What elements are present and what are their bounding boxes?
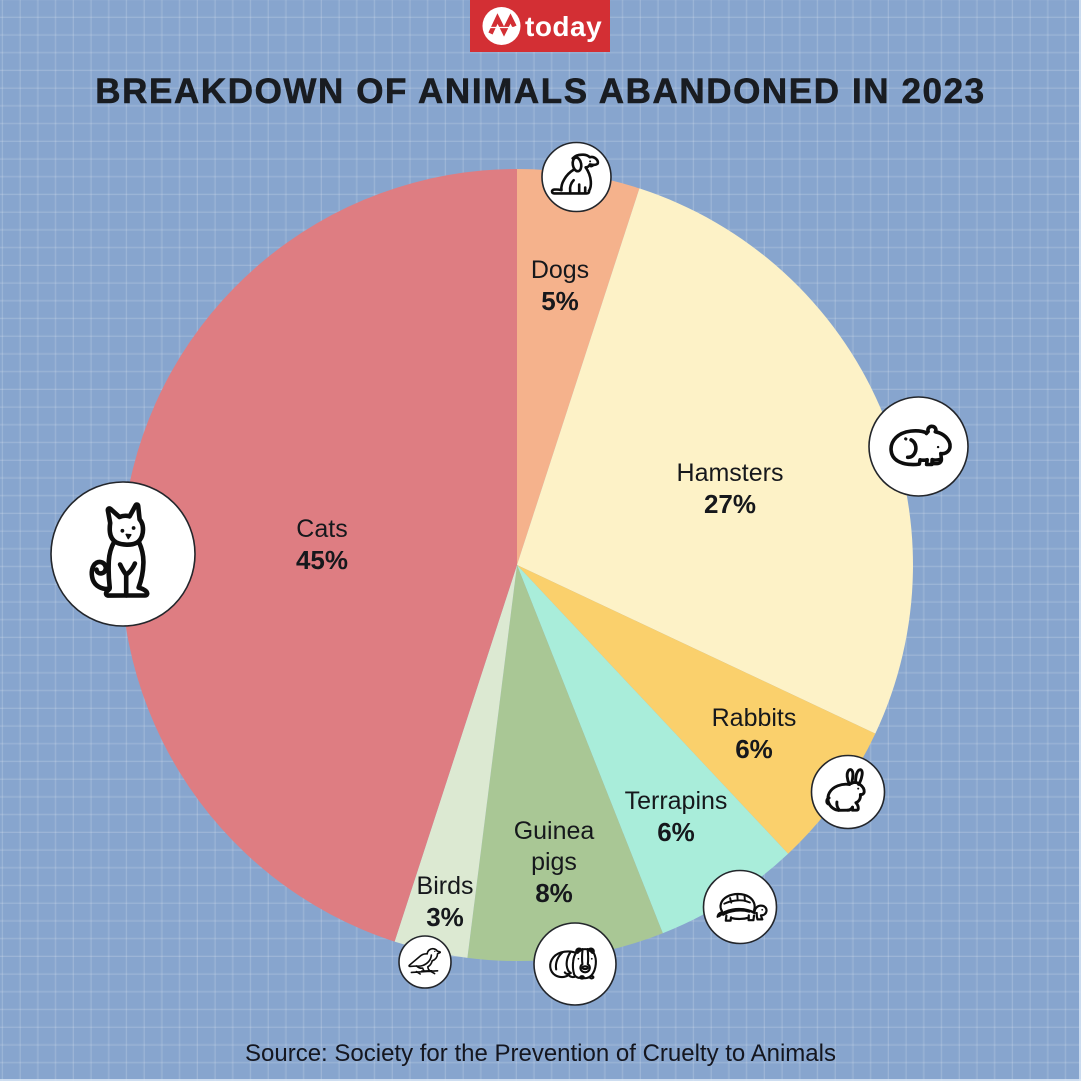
svg-text:today: today (525, 11, 602, 42)
